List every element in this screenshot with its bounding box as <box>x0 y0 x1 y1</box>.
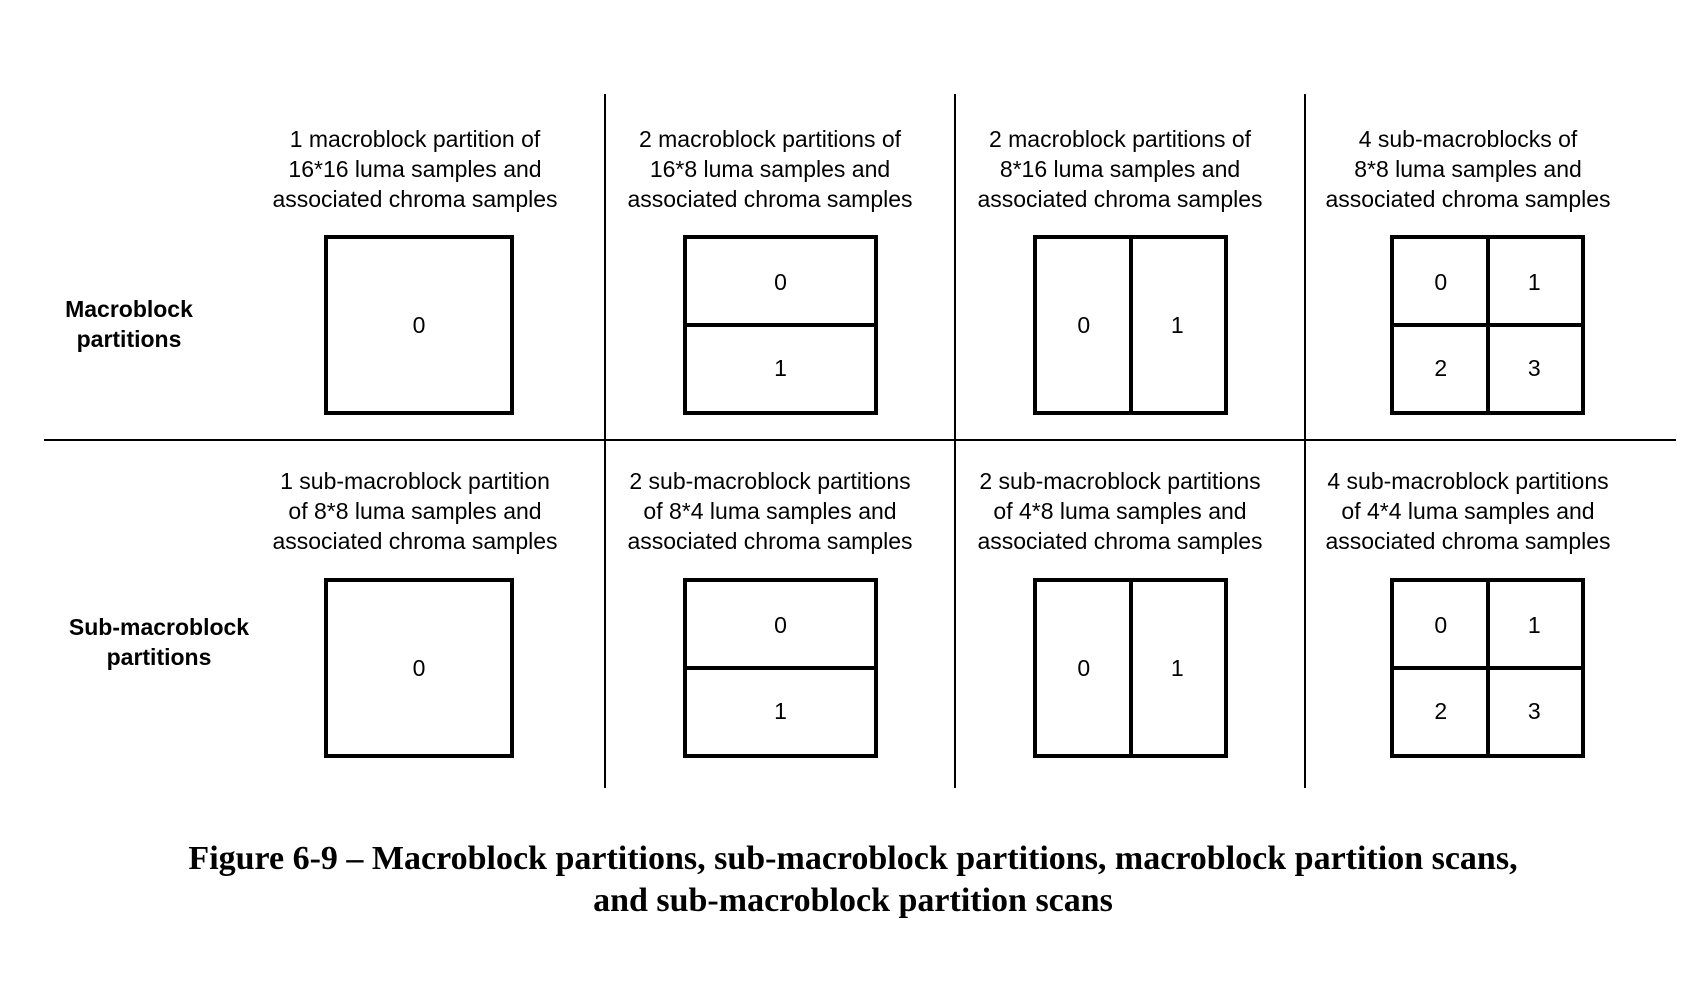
partition-title-line: 16*16 luma samples and <box>288 156 542 182</box>
partition-title-line: associated chroma samples <box>272 528 558 554</box>
row-divider <box>44 439 1676 441</box>
partition-title-line: 1 macroblock partition of <box>289 126 541 152</box>
partition-title: 1 macroblock partition of 16*16 luma samp… <box>245 124 585 214</box>
partition-title: 1 sub-macroblock partition of 8*8 luma sa… <box>245 466 585 556</box>
row-label-sub-macroblock: Sub-macroblock partitions <box>54 612 264 672</box>
partition-title-line: 4 sub-macroblock partitions <box>1327 468 1609 494</box>
partition-title-line: 8*8 luma samples and <box>1354 156 1582 182</box>
partition-title: 4 sub-macroblocks of 8*8 luma samples and… <box>1298 124 1638 214</box>
partition-box: 0 <box>324 235 514 415</box>
partition-box: 0 1 2 3 <box>1390 235 1585 415</box>
partition-title-line: 4 sub-macroblocks of <box>1358 126 1578 152</box>
partition-title-line: 2 sub-macroblock partitions <box>979 468 1261 494</box>
partition-divider <box>687 666 874 670</box>
caption-line1: Figure 6-9 – Macroblock partitions, sub-… <box>188 840 1518 877</box>
partition-cell-label: 1 <box>1170 654 1184 681</box>
partition-cell-label: 2 <box>1434 697 1448 724</box>
partition-title-line: 1 sub-macroblock partition <box>280 468 550 494</box>
partition-cell-label: 0 <box>1434 268 1448 295</box>
partition-title: 2 macroblock partitions of 16*8 luma samp… <box>600 124 940 214</box>
partition-title-line: associated chroma samples <box>627 186 913 212</box>
partition-title-line: 8*16 luma samples and <box>999 156 1241 182</box>
partition-title: 4 sub-macroblock partitions of 4*4 luma s… <box>1298 466 1638 556</box>
partition-title-line: of 4*8 luma samples and <box>993 498 1247 524</box>
partition-title-line: of 4*4 luma samples and <box>1341 498 1595 524</box>
partition-cell-label: 1 <box>774 354 787 381</box>
partition-title-line: of 8*8 luma samples and <box>288 498 542 524</box>
partition-cell-label: 3 <box>1527 697 1541 724</box>
caption-line2: and sub-macroblock partition scans <box>593 882 1113 919</box>
partition-cell-label: 0 <box>774 268 787 295</box>
partition-cell-label: 1 <box>1527 268 1541 295</box>
row-label-line2: partitions <box>76 326 182 352</box>
partition-title-line: associated chroma samples <box>1325 186 1611 212</box>
partition-title-line: associated chroma samples <box>627 528 913 554</box>
partition-cell-label: 0 <box>1434 611 1448 638</box>
partition-box: 0 <box>324 578 514 758</box>
partition-divider <box>1394 666 1581 670</box>
partition-cell-label: 0 <box>412 654 426 681</box>
partition-title-line: 16*8 luma samples and <box>649 156 891 182</box>
partition-title-line: associated chroma samples <box>977 186 1263 212</box>
figure-caption: Figure 6-9 – Macroblock partitions, sub-… <box>0 838 1706 922</box>
partition-cell-label: 1 <box>774 697 787 724</box>
partition-title-line: associated chroma samples <box>1325 528 1611 554</box>
partition-title: 2 macroblock partitions of 8*16 luma samp… <box>950 124 1290 214</box>
row-label-macroblock: Macroblock partitions <box>24 294 234 354</box>
partition-title: 2 sub-macroblock partitions of 4*8 luma s… <box>950 466 1290 556</box>
column-divider-1 <box>604 94 606 788</box>
partition-cell-label: 0 <box>1077 654 1091 681</box>
partition-cell-label: 1 <box>1527 611 1541 638</box>
partition-divider <box>687 323 874 327</box>
partition-title-line: 2 sub-macroblock partitions <box>629 468 911 494</box>
partition-divider <box>1128 582 1133 754</box>
partition-cell-label: 3 <box>1527 354 1541 381</box>
partition-title-line: associated chroma samples <box>977 528 1263 554</box>
partition-divider <box>1128 239 1133 411</box>
partition-cell-label: 0 <box>774 611 787 638</box>
column-divider-2 <box>954 94 956 788</box>
row-label-line1: Sub-macroblock <box>68 614 250 640</box>
partition-cell-label: 0 <box>412 311 426 338</box>
partition-divider <box>1394 323 1581 327</box>
partition-title-line: associated chroma samples <box>272 186 558 212</box>
partition-cell-label: 2 <box>1434 354 1448 381</box>
partition-title-line: 2 macroblock partitions of <box>638 126 902 152</box>
row-label-line1: Macroblock <box>65 296 193 322</box>
row-label-line2: partitions <box>106 644 212 670</box>
column-divider-3 <box>1304 94 1306 788</box>
partition-cell-label: 1 <box>1170 311 1184 338</box>
partition-box: 0 1 2 3 <box>1390 578 1585 758</box>
partition-cell-label: 0 <box>1077 311 1091 338</box>
partition-title-line: 2 macroblock partitions of <box>988 126 1252 152</box>
partition-title-line: of 8*4 luma samples and <box>643 498 897 524</box>
partition-title: 2 sub-macroblock partitions of 8*4 luma s… <box>600 466 940 556</box>
